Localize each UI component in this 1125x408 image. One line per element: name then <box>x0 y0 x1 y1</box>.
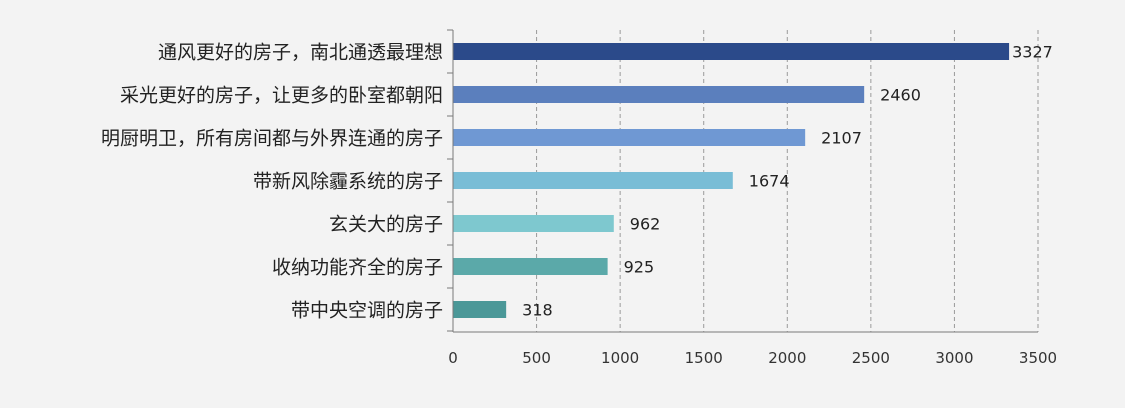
value-label: 1674 <box>749 172 790 191</box>
category-label: 明厨明卫，所有房间都与外界连通的房子 <box>101 128 443 150</box>
category-label: 带新风除霾系统的房子 <box>253 171 443 193</box>
x-tick-label: 500 <box>522 349 551 367</box>
category-label: 带中央空调的房子 <box>291 300 443 322</box>
bar <box>453 86 865 103</box>
bar <box>453 301 507 318</box>
category-label: 玄关大的房子 <box>329 214 443 236</box>
value-label: 3327 <box>1012 43 1053 62</box>
value-label: 962 <box>630 215 661 234</box>
category-label: 采光更好的房子，让更多的卧室都朝阳 <box>120 85 443 107</box>
x-tick-label: 3000 <box>935 349 973 367</box>
axis-layer: 0 500 1000 1500 2000 2500 3000 3500 <box>447 29 1057 367</box>
x-tick-label: 2500 <box>852 349 890 367</box>
x-tick-label: 2000 <box>768 349 806 367</box>
value-label: 2460 <box>880 86 921 105</box>
value-label: 318 <box>522 301 553 320</box>
category-label: 通风更好的房子，南北通透最理想 <box>158 42 443 64</box>
x-tick-label: 3500 <box>1019 349 1057 367</box>
bar <box>453 129 806 146</box>
bar <box>453 258 608 275</box>
value-label: 925 <box>624 258 655 277</box>
bar <box>453 215 614 232</box>
x-tick-label: 1000 <box>601 349 639 367</box>
bar <box>453 172 733 189</box>
labels-layer: 通风更好的房子，南北通透最理想 3327 采光更好的房子，让更多的卧室都朝阳 2460… <box>101 42 1053 322</box>
x-tick-label: 1500 <box>685 349 723 367</box>
bars-layer <box>453 43 1010 318</box>
value-label: 2107 <box>821 129 862 148</box>
category-label: 收纳功能齐全的房子 <box>272 257 443 279</box>
x-tick-label: 0 <box>448 349 458 367</box>
bar <box>453 43 1010 60</box>
